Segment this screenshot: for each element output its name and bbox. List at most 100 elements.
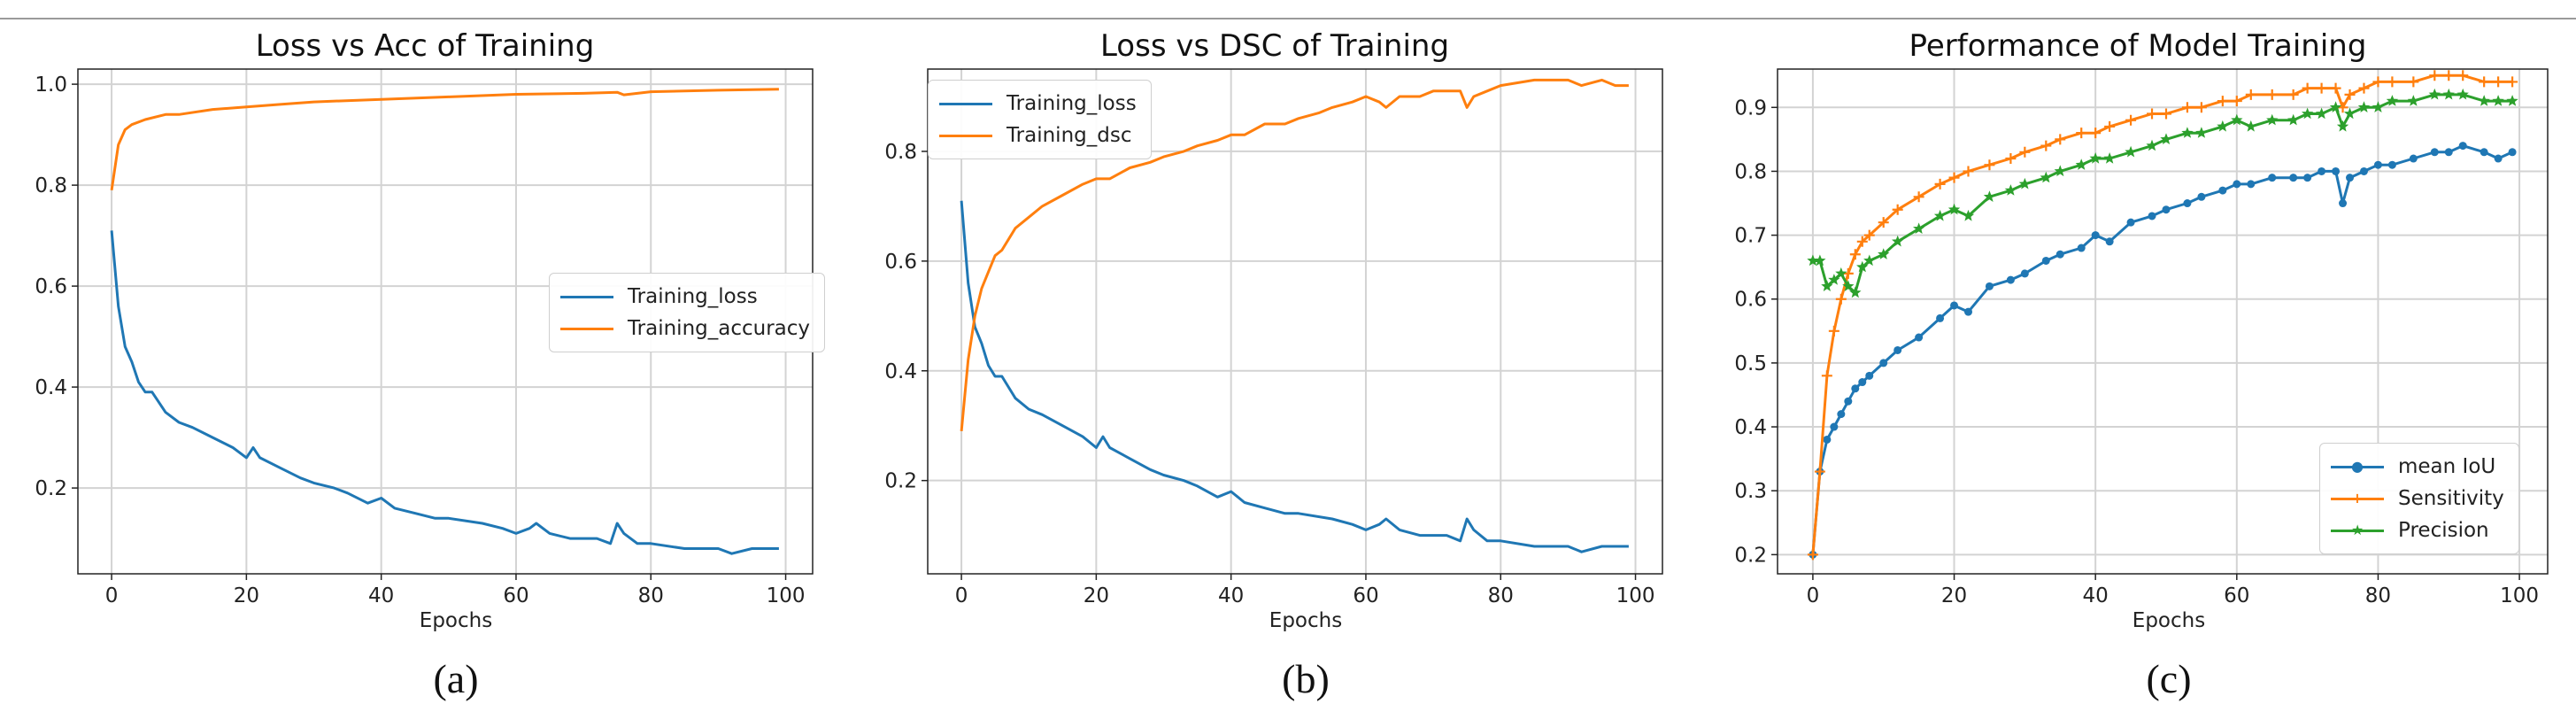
data-point bbox=[1837, 410, 1846, 419]
x-tick-label: 100 bbox=[1616, 584, 1655, 607]
data-point bbox=[2217, 96, 2228, 107]
x-tick-label: 40 bbox=[368, 584, 394, 607]
data-point bbox=[1984, 159, 1995, 171]
data-point bbox=[2372, 101, 2385, 112]
data-point bbox=[2359, 166, 2368, 175]
data-point bbox=[2287, 113, 2300, 126]
data-point bbox=[2077, 244, 2086, 252]
data-point bbox=[2506, 95, 2518, 106]
data-point bbox=[2233, 180, 2241, 189]
data-point bbox=[2055, 134, 2066, 145]
data-point bbox=[2268, 174, 2277, 182]
data-point bbox=[2428, 88, 2441, 100]
y-tick-label: 0.6 bbox=[35, 275, 67, 298]
panel-b: Loss vs DSC of Training 0 20 40 60 80 100 0.2 0… bbox=[850, 0, 1700, 727]
plot-frame bbox=[1777, 68, 2549, 575]
data-point bbox=[2104, 120, 2116, 132]
legend-entry: Training_loss bbox=[939, 88, 1137, 120]
data-point bbox=[1851, 384, 1860, 393]
data-point bbox=[2147, 108, 2158, 120]
data-point bbox=[1892, 235, 1904, 247]
data-point bbox=[1830, 422, 1839, 431]
legend-entry: Training_dsc bbox=[939, 120, 1137, 151]
data-point bbox=[2373, 160, 2382, 169]
series-line-1 bbox=[960, 200, 1629, 553]
y-tick-label: 1.0 bbox=[35, 73, 67, 97]
data-point bbox=[1963, 166, 1974, 177]
data-point bbox=[2315, 107, 2328, 120]
subfigure-label: (b) bbox=[1282, 656, 1330, 701]
data-point bbox=[2231, 113, 2243, 126]
data-point bbox=[2387, 160, 2396, 169]
data-point bbox=[2125, 145, 2137, 158]
data-point bbox=[2197, 192, 2206, 201]
y-tick-label: 0.8 bbox=[1734, 160, 1767, 183]
data-point bbox=[2358, 82, 2370, 94]
data-point bbox=[2181, 102, 2193, 113]
y-tick-label: 0.9 bbox=[1734, 97, 1767, 120]
data-point bbox=[2183, 199, 2192, 208]
data-point bbox=[2302, 82, 2313, 94]
data-point bbox=[2458, 142, 2467, 151]
data-point bbox=[2020, 269, 2029, 278]
legend-entry: ★ Precision bbox=[2331, 514, 2504, 546]
data-point bbox=[1821, 280, 1833, 291]
data-point bbox=[2231, 96, 2242, 107]
data-point bbox=[1913, 222, 1925, 234]
data-point bbox=[1878, 217, 1889, 228]
data-point bbox=[2357, 101, 2371, 112]
data-point bbox=[1807, 254, 1819, 267]
x-tick-label: 80 bbox=[2365, 584, 2391, 607]
chart-b: 0 20 40 60 80 100 0.2 0.4 0.6 0.8 bbox=[884, 68, 1663, 607]
data-point bbox=[2266, 113, 2279, 126]
data-point bbox=[2332, 166, 2341, 175]
data-point bbox=[2330, 82, 2341, 94]
y-tick-label: 0.5 bbox=[1734, 352, 1767, 375]
data-point bbox=[1844, 397, 1853, 406]
y-tick-label: 0.8 bbox=[35, 174, 67, 197]
data-point bbox=[1983, 190, 1996, 202]
data-point bbox=[1892, 204, 1903, 215]
x-tick-label: 80 bbox=[1488, 584, 1514, 607]
data-point bbox=[2018, 177, 2031, 189]
subfigure-label: (a) bbox=[433, 656, 479, 701]
y-tick-label: 0.6 bbox=[884, 251, 917, 274]
x-tick-label: 60 bbox=[503, 584, 528, 607]
data-point bbox=[2457, 70, 2469, 81]
data-point bbox=[2456, 88, 2469, 100]
data-point bbox=[1814, 254, 1826, 267]
data-point bbox=[2160, 108, 2171, 120]
data-point bbox=[2041, 256, 2050, 265]
data-point bbox=[2442, 88, 2455, 100]
series-line-3 bbox=[1812, 93, 2513, 294]
data-point bbox=[2266, 89, 2278, 100]
data-point bbox=[1863, 229, 1875, 241]
data-point bbox=[2407, 95, 2419, 106]
legend-label: Training_loss bbox=[1006, 92, 1137, 115]
data-point bbox=[2507, 76, 2518, 88]
data-point bbox=[1962, 209, 1975, 221]
x-tick-label: 80 bbox=[638, 584, 664, 607]
legend-label: Training_dsc bbox=[1006, 124, 1132, 147]
chart-title: Loss vs DSC of Training bbox=[1099, 28, 1450, 64]
data-point bbox=[2479, 76, 2490, 88]
series-line-2 bbox=[960, 78, 1629, 432]
data-point bbox=[2181, 127, 2194, 138]
data-point bbox=[2303, 174, 2312, 182]
y-tick-label: 0.3 bbox=[1734, 480, 1767, 503]
data-point bbox=[1849, 249, 1861, 260]
data-point bbox=[1835, 293, 1847, 305]
data-point bbox=[2429, 70, 2441, 81]
x-axis-label: Epochs bbox=[2132, 609, 2206, 632]
panel-a: Loss vs Acc of Training 0 20 40 60 80 100 0.2 0… bbox=[0, 0, 850, 727]
data-point bbox=[1893, 345, 1902, 354]
x-tick-label: 20 bbox=[234, 584, 259, 607]
data-point bbox=[2339, 199, 2348, 208]
chart-title: Performance of Model Training bbox=[1909, 28, 2367, 64]
data-point bbox=[2090, 128, 2102, 139]
data-point bbox=[2289, 174, 2298, 182]
legend: Training_loss Training_accuracy bbox=[549, 273, 826, 352]
legend-entry: Training_loss bbox=[560, 281, 810, 313]
data-point bbox=[1828, 274, 1840, 285]
data-point bbox=[2006, 275, 2015, 284]
